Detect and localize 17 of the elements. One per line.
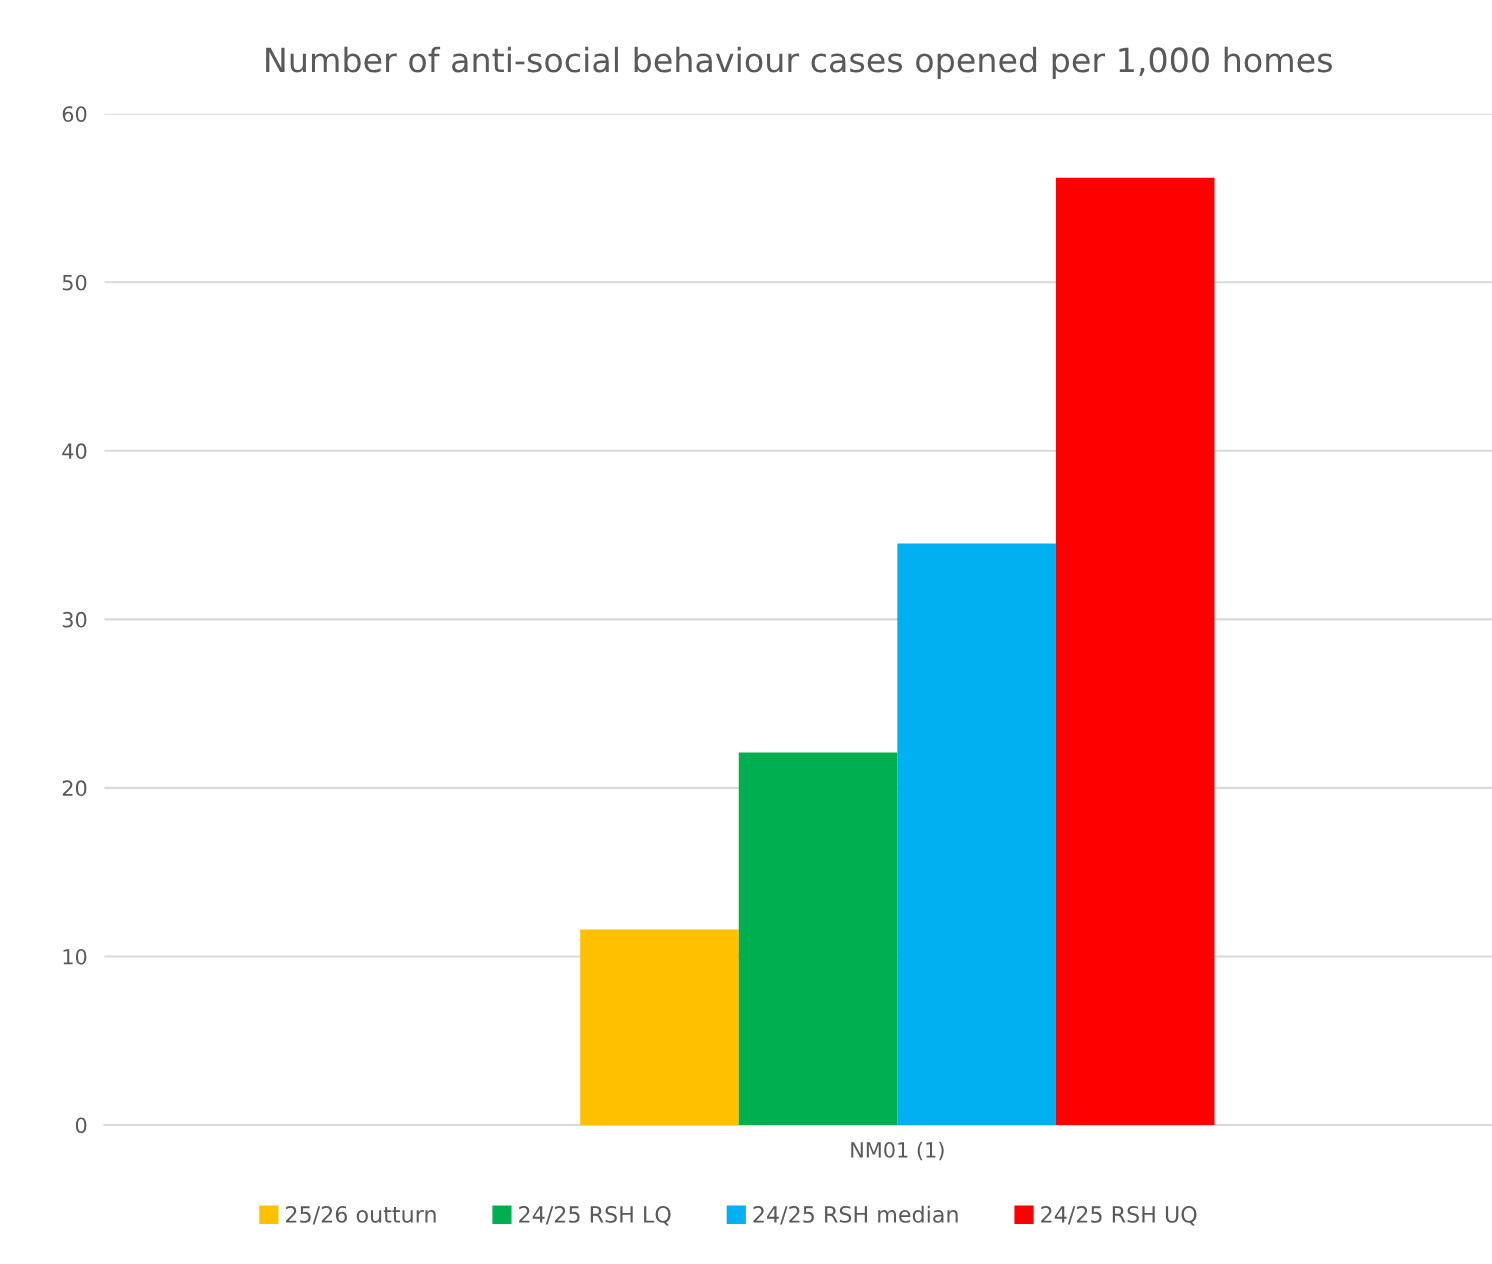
- legend-label: 24/25 RSH median: [753, 1205, 958, 1225]
- y-tick-label: 50: [62, 274, 87, 291]
- y-tick-label: 0: [75, 1117, 87, 1134]
- y-tick-label: 10: [63, 948, 87, 965]
- x-tick-label: NM01 (1): [851, 1141, 944, 1161]
- y-tick-label: 30: [62, 611, 87, 628]
- bar: [897, 543, 1056, 1125]
- legend-label: 25/26 outturn: [286, 1206, 436, 1225]
- y-tick-label: 40: [62, 443, 87, 460]
- bar: [738, 752, 898, 1125]
- bar: [580, 929, 739, 1125]
- y-tick-label: 60: [62, 106, 87, 122]
- chart-title: Number of anti-social behaviour cases opened per 1,000 homes: [266, 46, 1332, 80]
- legend-label: 24/25 RSH UQ: [1041, 1206, 1197, 1226]
- y-tick-label: 20: [62, 780, 87, 797]
- bar: [1055, 177, 1215, 1125]
- legend-label: 24/25 RSH LQ: [519, 1206, 671, 1226]
